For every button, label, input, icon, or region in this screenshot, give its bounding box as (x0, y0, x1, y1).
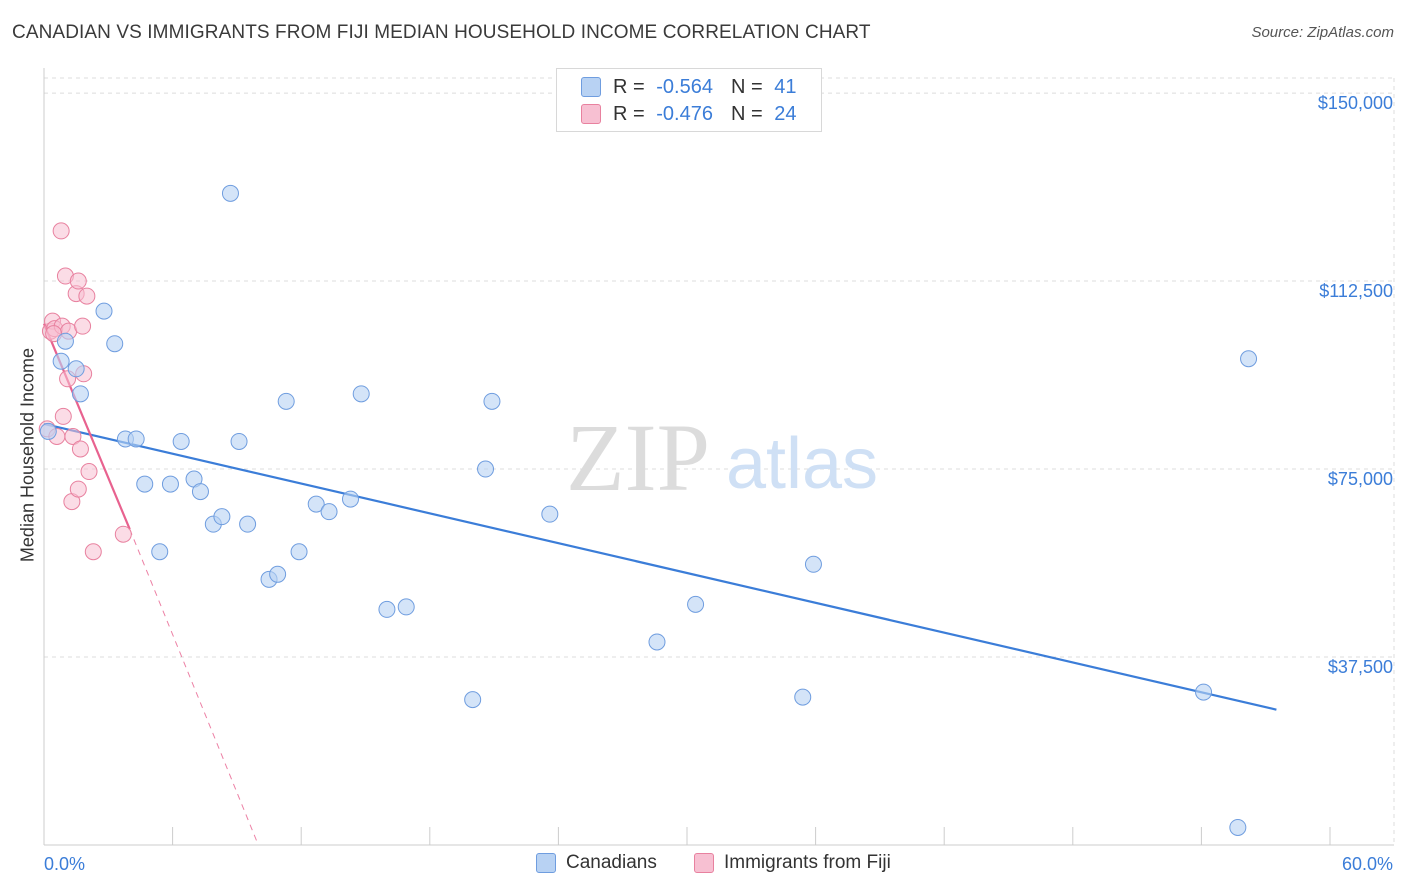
data-point-canadians (1240, 350, 1258, 368)
y-tick-label: $150,000 (1318, 93, 1393, 113)
data-point-canadians (161, 475, 179, 493)
data-point-canadians (277, 392, 295, 410)
grid-lines (44, 77, 1395, 845)
data-point-fiji (54, 407, 72, 425)
trend-lines (42, 323, 1277, 846)
data-point-canadians (269, 565, 287, 583)
data-point-canadians (397, 598, 415, 616)
data-point-canadians (172, 432, 190, 450)
data-point-fiji (84, 543, 102, 561)
data-point-fiji (78, 287, 96, 305)
data-point-canadians (687, 595, 705, 613)
r-label: R = (613, 102, 645, 125)
n-value: 24 (774, 102, 797, 125)
legend-label-canadians: Canadians (566, 852, 657, 873)
data-point-canadians (483, 392, 501, 410)
data-point-canadians (804, 555, 822, 573)
data-point-fiji (64, 427, 82, 445)
data-point-canadians (648, 633, 666, 651)
y-tick-label: $37,500 (1328, 657, 1393, 677)
data-point-canadians (67, 360, 85, 378)
r-value: -0.564 (656, 75, 713, 98)
data-point-canadians (352, 385, 370, 403)
source-credit: Source: ZipAtlas.com (1251, 24, 1394, 41)
n-label: N = (730, 75, 763, 98)
data-point-canadians (290, 543, 308, 561)
x-tick-label-left: 0.0% (44, 854, 85, 874)
data-point-fiji (114, 525, 132, 543)
legend-label-fiji: Immigrants from Fiji (724, 852, 891, 873)
data-point-canadians (71, 385, 89, 403)
data-point-canadians (794, 688, 812, 706)
data-point-canadians (191, 483, 209, 501)
watermark-zip: ZIP (566, 404, 710, 511)
data-point-canadians (106, 335, 124, 353)
data-point-canadians (378, 600, 396, 618)
chart-title: CANADIAN VS IMMIGRANTS FROM FIJI MEDIAN … (12, 22, 871, 43)
data-point-fiji (74, 317, 92, 335)
data-point-canadians (464, 691, 482, 709)
data-point-canadians (151, 543, 169, 561)
data-point-canadians (320, 503, 338, 521)
swatch-canadians (581, 77, 601, 97)
swatch-fiji (581, 104, 601, 124)
y-tick-label: $75,000 (1328, 469, 1393, 489)
data-point-fiji (69, 480, 87, 498)
data-point-canadians (221, 184, 239, 202)
r-label: R = (613, 75, 645, 98)
stats-row-fiji: R = -0.476 N = 24 (581, 101, 796, 127)
data-points (38, 184, 1258, 836)
data-point-canadians (127, 430, 145, 448)
axes (43, 68, 1394, 846)
data-point-canadians (307, 495, 325, 513)
zipatlas-watermark: ZIP atlas (566, 404, 878, 511)
legend-item-canadians[interactable]: Canadians (536, 852, 657, 874)
data-point-fiji (80, 463, 98, 481)
data-point-canadians (477, 460, 495, 478)
stats-legend: R = -0.564 N = 41 R = -0.476 N = 24 (556, 68, 822, 132)
data-point-canadians (39, 422, 57, 440)
data-point-fiji (71, 440, 89, 458)
data-point-fiji (69, 272, 87, 290)
x-tick-label-right: 60.0% (1342, 854, 1393, 874)
data-point-canadians (1195, 683, 1213, 701)
data-point-canadians (213, 508, 231, 526)
trend-line-fiji-extension (129, 528, 259, 846)
data-point-canadians (541, 505, 559, 523)
data-point-canadians (239, 515, 257, 533)
y-tick-label: $112,500 (1319, 281, 1393, 301)
data-point-canadians (341, 490, 359, 508)
data-point-canadians (56, 332, 74, 350)
legend-item-fiji[interactable]: Immigrants from Fiji (694, 852, 891, 874)
legend-swatch-canadians (536, 853, 556, 873)
n-label: N = (730, 102, 763, 125)
trend-line-canadians (43, 422, 1277, 711)
r-value: -0.476 (656, 102, 713, 125)
tick-labels: $37,500 $75,000 $112,500 $150,000 0.0% 60.0% (44, 93, 1393, 874)
data-point-fiji (52, 222, 70, 240)
legend-swatch-fiji (694, 853, 714, 873)
data-point-canadians (1229, 818, 1247, 836)
data-point-canadians (230, 432, 248, 450)
stats-row-canadians: R = -0.564 N = 41 (581, 74, 796, 100)
n-value: 41 (774, 75, 797, 98)
data-point-canadians (136, 475, 154, 493)
data-point-canadians (52, 352, 70, 370)
data-point-canadians (95, 302, 113, 320)
watermark-atlas: atlas (726, 424, 878, 504)
